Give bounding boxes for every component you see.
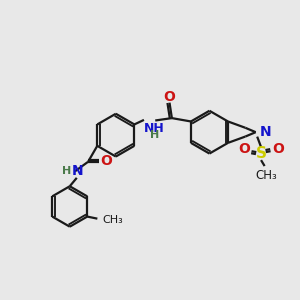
Text: CH₃: CH₃ [255, 169, 277, 182]
Text: O: O [100, 154, 112, 168]
Text: O: O [238, 142, 250, 156]
Text: H: H [150, 130, 159, 140]
Text: S: S [256, 146, 266, 161]
Text: H: H [62, 166, 71, 176]
Text: O: O [272, 142, 284, 156]
Text: N: N [72, 164, 84, 178]
Text: N: N [259, 124, 271, 139]
Text: O: O [164, 90, 175, 104]
Text: CH₃: CH₃ [102, 215, 123, 225]
Text: NH: NH [144, 122, 165, 135]
